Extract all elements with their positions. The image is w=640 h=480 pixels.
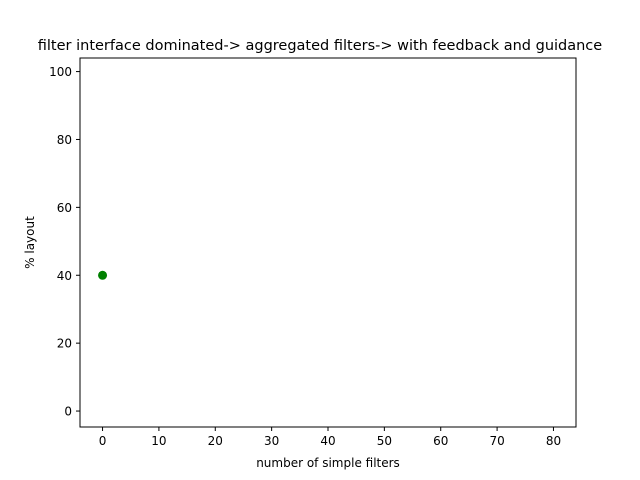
x-tick-label: 20 <box>208 434 223 448</box>
y-tick-label: 80 <box>57 133 72 147</box>
y-tick-label: 0 <box>64 405 72 419</box>
x-tick-label: 40 <box>320 434 335 448</box>
y-axis-label: % layout <box>23 216 37 269</box>
x-tick-label: 10 <box>151 434 166 448</box>
x-tick-label: 60 <box>433 434 448 448</box>
x-tick-label: 70 <box>489 434 504 448</box>
x-axis-ticks: 0 10 20 30 40 50 60 70 80 <box>99 427 561 448</box>
scatter-points <box>98 270 108 280</box>
y-tick-label: 60 <box>57 201 72 215</box>
y-tick-label: 20 <box>57 337 72 351</box>
x-axis-label: number of simple filters <box>256 456 400 470</box>
y-tick-label: 100 <box>49 65 72 79</box>
scatter-point <box>98 270 108 280</box>
x-tick-label: 50 <box>377 434 392 448</box>
chart-title: filter interface dominated-> aggregated … <box>38 38 603 54</box>
y-axis-ticks: 0 20 40 60 80 100 <box>49 65 80 419</box>
x-tick-label: 0 <box>99 434 107 448</box>
x-tick-label: 30 <box>264 434 279 448</box>
x-tick-label: 80 <box>546 434 561 448</box>
y-tick-label: 40 <box>57 269 72 283</box>
